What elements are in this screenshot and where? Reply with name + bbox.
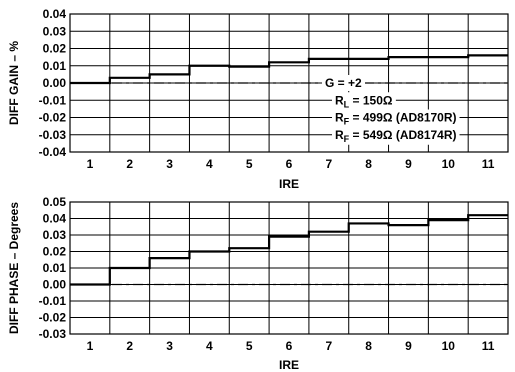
x-tick-label: 11 <box>482 157 495 171</box>
y-tick-label: 0.02 <box>43 42 67 56</box>
y-tick-label: 0.00 <box>43 278 67 292</box>
diff-phase-plot-frame <box>69 201 509 335</box>
diff-gain-x-axis-title: IRE <box>279 177 299 191</box>
x-tick-label: 10 <box>442 339 456 353</box>
y-tick-label: 0.02 <box>43 245 67 259</box>
annotation-main: R <box>335 111 344 125</box>
diff-phase-x-axis-title: IRE <box>279 358 299 372</box>
annotation-rest: = 150Ω <box>349 93 393 107</box>
y-tick-label: -0.03 <box>39 327 67 341</box>
x-tick-label: 1 <box>87 157 94 171</box>
diff-phase-chart: 0.050.040.030.020.010.00-0.01-0.02-0.03 … <box>7 195 509 372</box>
y-tick-label: 0.01 <box>43 59 67 73</box>
y-tick-label: 0.04 <box>43 7 67 21</box>
y-tick-label: 0.05 <box>43 195 67 209</box>
x-tick-label: 6 <box>286 157 293 171</box>
y-tick-label: -0.01 <box>39 93 67 107</box>
diff-phase-y-tick-labels: 0.05 0.04 0.03 0.02 0.01 0.00 -0.01 -0.02 -0.03 <box>39 195 67 341</box>
x-tick-label: 3 <box>166 157 173 171</box>
diff-gain-y-axis-title: DIFF GAIN – % <box>7 41 21 125</box>
annotation-subscript: F <box>344 134 350 144</box>
y-tick-label: 0.04 <box>43 212 67 226</box>
annotation-main: R <box>335 93 344 107</box>
diff-gain-plot-frame <box>69 13 509 153</box>
diff-phase-series-line <box>70 214 508 286</box>
y-tick-label: -0.02 <box>39 311 67 325</box>
annotation-rest: = 549Ω (AD8174R) <box>349 128 456 142</box>
diff-phase-x-tick-labels: 1 2 3 4 5 6 7 8 9 10 11 <box>87 339 495 353</box>
y-tick-label: -0.03 <box>39 128 67 142</box>
annotation-backing <box>322 75 366 91</box>
x-tick-label: 3 <box>166 339 173 353</box>
x-tick-label: 2 <box>126 339 133 353</box>
y-tick-label: 0.00 <box>43 76 67 90</box>
annotation-backing <box>332 109 460 128</box>
y-tick-label: -0.01 <box>39 294 67 308</box>
diff-gain-series-line <box>70 54 508 85</box>
x-tick-label: 4 <box>206 157 213 171</box>
x-tick-label: 2 <box>126 157 133 171</box>
x-tick-label: 9 <box>405 339 412 353</box>
annotation-subscript: L <box>344 99 350 109</box>
annotation-line: RF = 549Ω (AD8174R) <box>335 128 457 144</box>
x-tick-label: 5 <box>246 339 253 353</box>
diff-gain-x-tick-labels: 1 2 3 4 5 6 7 8 9 10 11 <box>87 157 495 171</box>
x-tick-label: 6 <box>286 339 293 353</box>
x-tick-label: 1 <box>87 339 94 353</box>
x-tick-label: 7 <box>325 157 332 171</box>
x-tick-label: 11 <box>482 339 495 353</box>
annotation-subscript: F <box>344 117 350 127</box>
y-tick-label: 0.03 <box>43 24 67 38</box>
x-tick-label: 9 <box>405 157 412 171</box>
x-tick-label: 7 <box>325 339 332 353</box>
annotation-backing <box>332 126 460 145</box>
annotation-main: R <box>335 128 344 142</box>
x-tick-label: 4 <box>206 339 213 353</box>
annotation-main: G = +2 <box>325 76 362 90</box>
x-tick-label: 10 <box>442 157 456 171</box>
diff-phase-y-axis-title: DIFF PHASE – Degrees <box>7 202 21 334</box>
x-tick-label: 8 <box>365 157 372 171</box>
y-tick-label: -0.02 <box>39 111 67 125</box>
annotation-line: G = +2 <box>325 76 362 90</box>
y-tick-label: -0.04 <box>39 145 67 159</box>
diff-gain-y-tick-labels: 0.04 0.03 0.02 0.01 0.00 -0.01 -0.02 -0.03 -0.04 <box>39 7 67 159</box>
x-tick-label: 8 <box>365 339 372 353</box>
annotation-line: RL = 150Ω <box>335 93 393 109</box>
annotation-backing <box>332 92 396 111</box>
annotation-line: RF = 499Ω (AD8170R) <box>335 111 457 127</box>
y-tick-label: 0.03 <box>43 228 67 242</box>
annotation-rest: = 499Ω (AD8170R) <box>349 111 456 125</box>
y-tick-label: 0.01 <box>43 261 67 275</box>
x-tick-label: 5 <box>246 157 253 171</box>
